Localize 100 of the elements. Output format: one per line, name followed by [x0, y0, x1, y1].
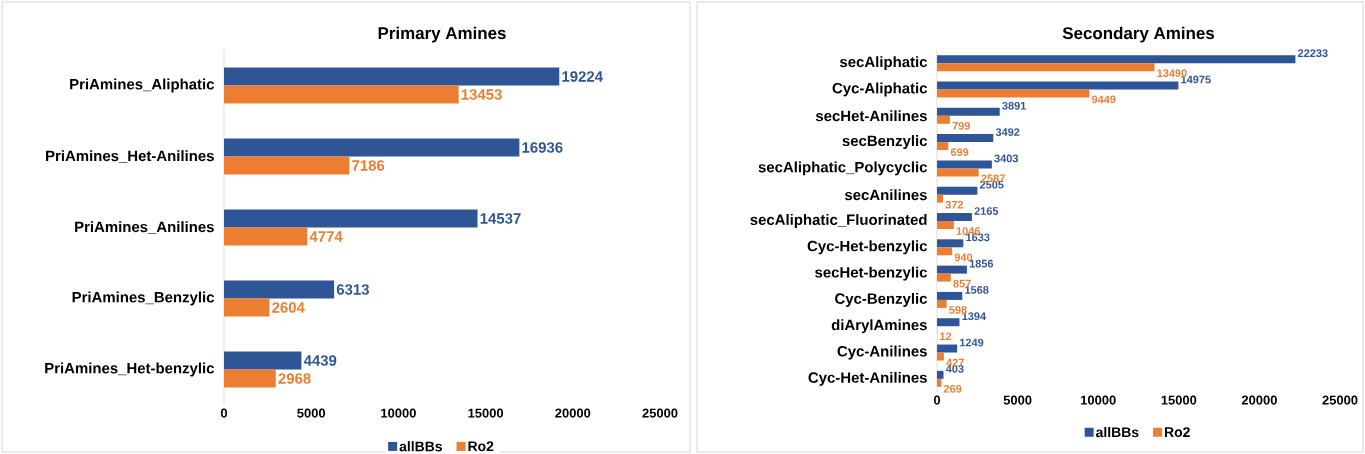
data-label: 1856 [969, 259, 994, 268]
legend-label: allBBs [1096, 426, 1139, 438]
y-tick-label: Cyc-Het-Anilines [808, 371, 927, 386]
y-tick-label: secAliphatic [839, 56, 928, 71]
bar [224, 85, 459, 104]
data-label: 4439 [303, 355, 337, 366]
data-label: 7186 [352, 160, 385, 171]
bar [937, 168, 979, 177]
y-tick-label: PriAmines_Het-benzylic [45, 362, 215, 377]
data-label: 269 [943, 384, 962, 393]
chart-title: Primary Amines [378, 26, 506, 43]
bar [937, 115, 950, 124]
bar [937, 221, 954, 229]
data-label: 940 [954, 253, 973, 262]
bar [937, 107, 1000, 116]
bar [937, 273, 951, 282]
bar [937, 89, 1090, 98]
y-tick-label: diArylAmines [831, 319, 927, 334]
data-label: 427 [946, 358, 964, 367]
x-tick-label: 10000 [381, 408, 416, 418]
data-label: 9449 [1091, 95, 1116, 104]
data-label: 2587 [981, 174, 1005, 183]
y-tick-label: Cyc-Anilines [837, 345, 927, 360]
bar [937, 239, 964, 248]
bar [224, 227, 308, 246]
x-tick-label: 20000 [1241, 395, 1277, 405]
data-label: 13453 [461, 89, 502, 100]
data-label: 19224 [562, 71, 603, 82]
y-tick-label: secBenzylic [842, 135, 928, 150]
bar [224, 209, 478, 228]
y-tick-label: secHet-benzylic [815, 266, 928, 281]
bar [937, 247, 953, 256]
x-tick-label: 0 [220, 408, 228, 418]
bar [937, 370, 944, 379]
bar [937, 55, 1296, 64]
bar [937, 378, 942, 387]
data-label: 2968 [278, 373, 311, 384]
data-label: 857 [953, 279, 971, 288]
data-label: 1249 [960, 338, 984, 347]
y-tick-label: Cyc-Benzylic [835, 292, 928, 307]
data-label: 3492 [995, 128, 1020, 136]
bar [937, 142, 949, 151]
legend-label: Ro2 [1164, 427, 1190, 438]
data-label: 13490 [1157, 69, 1187, 78]
y-tick-label: secHet-Anilines [815, 110, 927, 122]
bar [937, 291, 963, 300]
x-tick-label: 5000 [1003, 395, 1032, 405]
bar [224, 351, 302, 370]
y-tick-label: PriAmines_Anilines [75, 221, 214, 234]
data-label: 14975 [1181, 75, 1211, 84]
bar [937, 186, 978, 195]
data-label: 699 [950, 148, 969, 156]
x-tick-label: 25000 [642, 408, 678, 418]
data-label: 1568 [965, 286, 989, 294]
bar [937, 194, 944, 203]
bar [937, 318, 960, 327]
data-label: 799 [952, 121, 970, 130]
bar [937, 299, 947, 308]
y-tick-label: Cyc-Aliphatic [832, 82, 928, 97]
y-tick-label: secAnilines [844, 189, 927, 201]
bar [224, 156, 350, 175]
bar [224, 369, 276, 388]
bar [224, 298, 270, 317]
data-label: 6313 [336, 284, 369, 295]
data-label: 403 [945, 364, 964, 373]
legend-label: Ro2 [468, 441, 494, 452]
data-label: 1394 [962, 312, 986, 321]
y-tick-label: secAliphatic_Polycyclic [758, 161, 928, 176]
data-label: 598 [949, 306, 967, 314]
bar [224, 280, 335, 299]
x-tick-label: 10000 [1081, 395, 1116, 405]
data-label: 16936 [522, 142, 563, 153]
bar [937, 344, 958, 353]
x-tick-label: 0 [933, 395, 941, 405]
data-label: 4774 [309, 231, 343, 242]
data-label: 372 [945, 200, 964, 209]
y-tick-label: Cyc-Het-benzylic [807, 240, 928, 255]
data-label: 22233 [1297, 49, 1328, 58]
y-tick-label: secAliphatic_Fluorinated [750, 214, 927, 228]
chart-title: Secondary Amines [1062, 26, 1215, 43]
y-tick-label: PriAmines_Het-Anilines [46, 150, 214, 163]
bar [937, 352, 944, 361]
legend-label: allBBs [399, 441, 442, 452]
data-label: 14537 [480, 213, 521, 224]
bar [937, 265, 967, 274]
x-tick-label: 25000 [1322, 395, 1358, 405]
data-label: 1046 [956, 227, 981, 235]
bar [937, 213, 972, 221]
data-label: 1633 [966, 233, 990, 242]
data-label: 3403 [994, 154, 1019, 163]
bar [224, 67, 560, 86]
y-tick-label: PriAmines_Benzylic [72, 291, 215, 306]
data-label: 2604 [272, 302, 305, 313]
data-label: 3891 [1002, 101, 1026, 110]
data-label: 2165 [974, 207, 999, 215]
y-tick-label: PriAmines_Aliphatic [70, 78, 215, 93]
bar [937, 81, 1179, 90]
x-tick-label: 20000 [555, 408, 591, 418]
bar [937, 160, 992, 169]
x-tick-label: 15000 [468, 408, 504, 418]
